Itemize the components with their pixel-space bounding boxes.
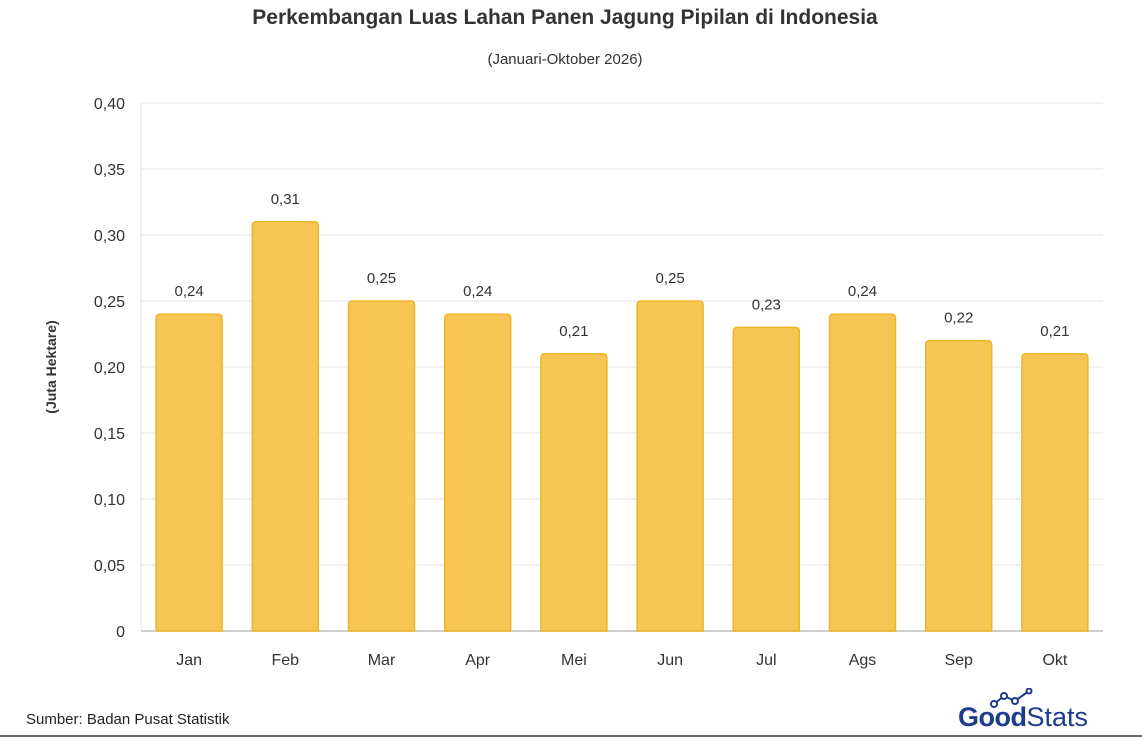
chart-title: Perkembangan Luas Lahan Panen Jagung Pip… — [252, 6, 878, 29]
bar — [443, 313, 512, 632]
bar-value-label: 0,31 — [271, 191, 300, 208]
bar — [540, 353, 608, 632]
x-tick-label: Apr — [465, 652, 491, 669]
bottom-divider — [0, 735, 1142, 737]
y-tick-label: 0,10 — [94, 492, 125, 509]
bar — [155, 313, 223, 632]
bar-value-label: 0,23 — [752, 296, 781, 313]
bar-value-label: 0,25 — [655, 270, 684, 287]
y-tick-label: 0,15 — [94, 426, 125, 443]
y-tick-label: 0,20 — [94, 360, 125, 377]
bar-value-label: 0,24 — [463, 283, 492, 300]
y-tick-label: 0,40 — [94, 96, 125, 113]
x-tick-label: Jul — [756, 652, 776, 669]
bar — [924, 339, 993, 632]
bar — [347, 300, 416, 632]
bar — [251, 221, 320, 632]
y-tick-label: 0 — [116, 624, 125, 641]
y-tick-label: 0,05 — [94, 558, 125, 575]
x-tick-label: Sep — [944, 652, 973, 669]
bar — [828, 313, 897, 632]
y-axis-ticks: 0 0,05 0,10 0,15 0,20 0,25 0,30 0,35 0,40 — [94, 96, 125, 641]
bar-value-label: 0,22 — [944, 310, 973, 327]
x-tick-label: Mei — [561, 652, 587, 669]
x-tick-label: Jun — [657, 652, 683, 669]
bar-value-label: 0,24 — [174, 283, 203, 300]
bar-value-label: 0,21 — [1040, 323, 1069, 340]
source-note: Sumber: Badan Pusat Statistik — [26, 711, 230, 728]
bar — [732, 326, 801, 632]
growth-chart-icon — [990, 688, 1033, 708]
chart-subtitle: (Januari-Oktober 2026) — [487, 51, 643, 68]
y-tick-label: 0,30 — [94, 228, 125, 245]
logo-stats-text: Stats — [1026, 702, 1089, 732]
y-tick-label: 0,25 — [94, 294, 125, 311]
logo-good-text: Good — [958, 702, 1027, 732]
bar-value-label: 0,24 — [848, 283, 877, 300]
bar-chart: 00,050,100,150,200,250,300,350,40 0,240,… — [43, 96, 1103, 669]
y-tick-label: 0,35 — [94, 162, 125, 179]
x-tick-label: Feb — [272, 652, 300, 669]
bar-value-label: 0,21 — [559, 323, 588, 340]
bars — [155, 221, 1089, 632]
x-tick-label: Jan — [176, 652, 202, 669]
x-tick-label: Okt — [1042, 652, 1067, 669]
x-axis-ticks: Jan Feb Mar Apr Mei Jun Jul Ags Sep Okt — [176, 652, 1068, 669]
bar — [636, 300, 704, 632]
bar — [1021, 353, 1089, 632]
goodstats-logo: GoodStats — [958, 688, 1108, 734]
x-tick-label: Mar — [368, 652, 396, 669]
y-axis-label: (Juta Hektare) — [43, 320, 59, 413]
value-labels: 0,24 0,31 0,25 0,24 0,21 0,25 0,23 0,24 0,22 0,21 — [174, 191, 1069, 340]
x-tick-label: Ags — [849, 652, 877, 669]
bar-value-label: 0,25 — [367, 270, 396, 287]
